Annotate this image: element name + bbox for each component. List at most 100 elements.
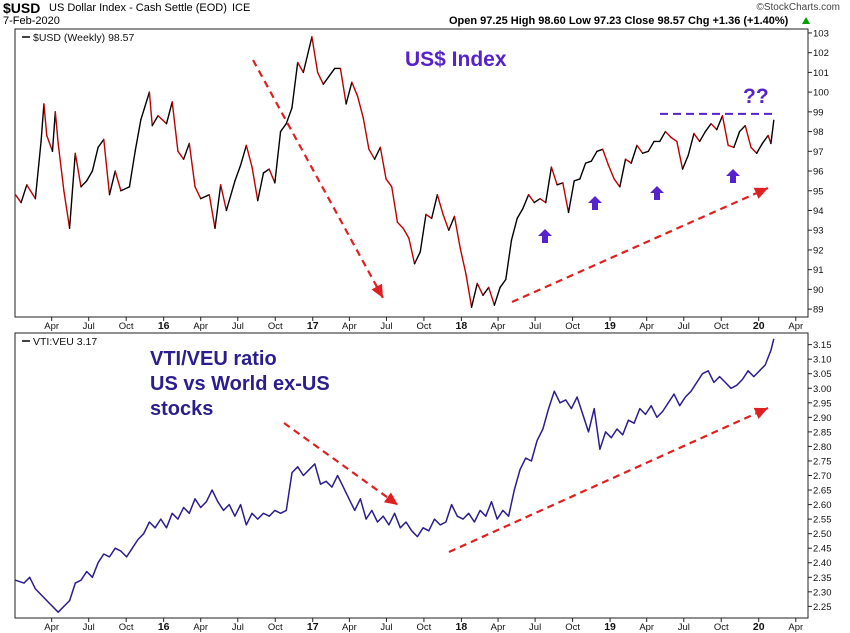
series-segment [664, 130, 672, 139]
series-segment [613, 178, 621, 188]
series-segment [522, 193, 530, 210]
series-segment [579, 162, 587, 180]
series-segment [134, 119, 142, 153]
series-segment [43, 103, 48, 137]
series-segment [516, 207, 524, 220]
series-segment [63, 190, 71, 229]
series-segment [351, 81, 359, 97]
series-segment [567, 180, 575, 214]
series-segment [177, 150, 185, 160]
watermark: ©StockCharts.com [756, 2, 840, 13]
y-tick-label: 3.00 [813, 384, 832, 395]
x-tick-label: 20 [753, 320, 765, 332]
series-segment [373, 146, 382, 160]
series-segment [681, 154, 689, 170]
series-segment [590, 150, 598, 162]
series-segment [510, 217, 518, 241]
series-segment [20, 184, 28, 204]
series-segment [103, 138, 111, 196]
series-segment [487, 286, 496, 306]
series-segment [624, 158, 632, 164]
series-segment [391, 186, 399, 224]
series-segment [285, 107, 293, 125]
series-segment [499, 278, 507, 289]
x-tick-label: Oct [119, 321, 134, 332]
y-tick-label: 100 [813, 88, 829, 99]
series-segment [80, 180, 88, 188]
panel-label: VTI:VEU 3.17 [33, 336, 97, 348]
y-tick-label: 102 [813, 48, 829, 59]
series-segment [120, 186, 131, 192]
series-segment [239, 144, 248, 166]
y-tick-label: 2.60 [813, 500, 832, 511]
y-tick-label: 90 [813, 285, 824, 296]
x-tick-label: Jul [232, 622, 244, 633]
series-segment [636, 144, 644, 154]
series-segment [442, 213, 450, 231]
exchange: ICE [232, 2, 251, 14]
series-segment [744, 124, 752, 149]
y-tick-label: 2.45 [813, 544, 832, 555]
series-segment [296, 61, 305, 74]
ratio-title-line: US vs World ex-US [150, 373, 330, 395]
series-segment [148, 91, 153, 127]
series-segment [505, 239, 513, 281]
series-segment [659, 130, 667, 143]
series-segment [251, 166, 259, 202]
series-segment [114, 170, 122, 192]
series-segment [291, 61, 299, 109]
y-tick-label: 3.15 [813, 340, 832, 351]
trend-arrow-line [511, 186, 769, 304]
series-segment [214, 184, 222, 229]
x-tick-label: Jul [678, 622, 690, 633]
x-tick-label: 17 [307, 320, 319, 332]
series-segment [687, 132, 695, 156]
arrowhead-icon [753, 407, 768, 419]
x-tick-label: Jul [529, 622, 541, 633]
series-segment [465, 272, 473, 308]
x-tick-label: Jul [83, 321, 95, 332]
up-arrow-icon [588, 196, 602, 210]
series-segment [279, 122, 287, 133]
series-segment [721, 115, 729, 147]
series-segment [448, 215, 456, 231]
series-segment [316, 71, 325, 85]
series-segment [533, 197, 541, 204]
series-segment [630, 144, 638, 164]
series-segment [245, 144, 253, 168]
series-segment [419, 213, 427, 253]
y-tick-label: 93 [813, 226, 824, 237]
series-segment [194, 186, 202, 200]
series-segment [493, 286, 501, 306]
series-segment [328, 67, 336, 78]
x-tick-label: 16 [158, 621, 170, 633]
y-tick-label: 2.80 [813, 442, 832, 453]
series-segment [225, 180, 236, 212]
x-tick-label: Oct [714, 622, 729, 633]
series-segment [550, 166, 558, 186]
x-tick-label: Oct [268, 321, 283, 332]
y-tick-label: 2.40 [813, 558, 832, 569]
x-tick-label: Oct [268, 622, 283, 633]
series-segment [268, 168, 276, 184]
series-segment [470, 282, 478, 308]
series-segment [396, 221, 404, 229]
series-segment [539, 197, 547, 204]
series-segment [85, 170, 94, 182]
series-segment [40, 103, 45, 143]
series-segment [356, 95, 364, 119]
y-tick-label: 97 [813, 147, 824, 158]
x-tick-label: 19 [604, 320, 616, 332]
x-tick-label: Jul [380, 622, 392, 633]
series-segment [733, 130, 741, 149]
y-tick-label: 91 [813, 265, 824, 276]
x-tick-label: Oct [714, 321, 729, 332]
plot-frame [14, 332, 809, 619]
series-segment [26, 184, 37, 200]
series-segment [379, 146, 387, 180]
series-segment [573, 178, 581, 182]
usd-panel: 89 90 91 92 93 94 95 96 97 98 99 100 101 102 103 Apr Jul… [14, 28, 829, 332]
series-segment [670, 136, 678, 143]
x-tick-label: Oct [565, 321, 580, 332]
